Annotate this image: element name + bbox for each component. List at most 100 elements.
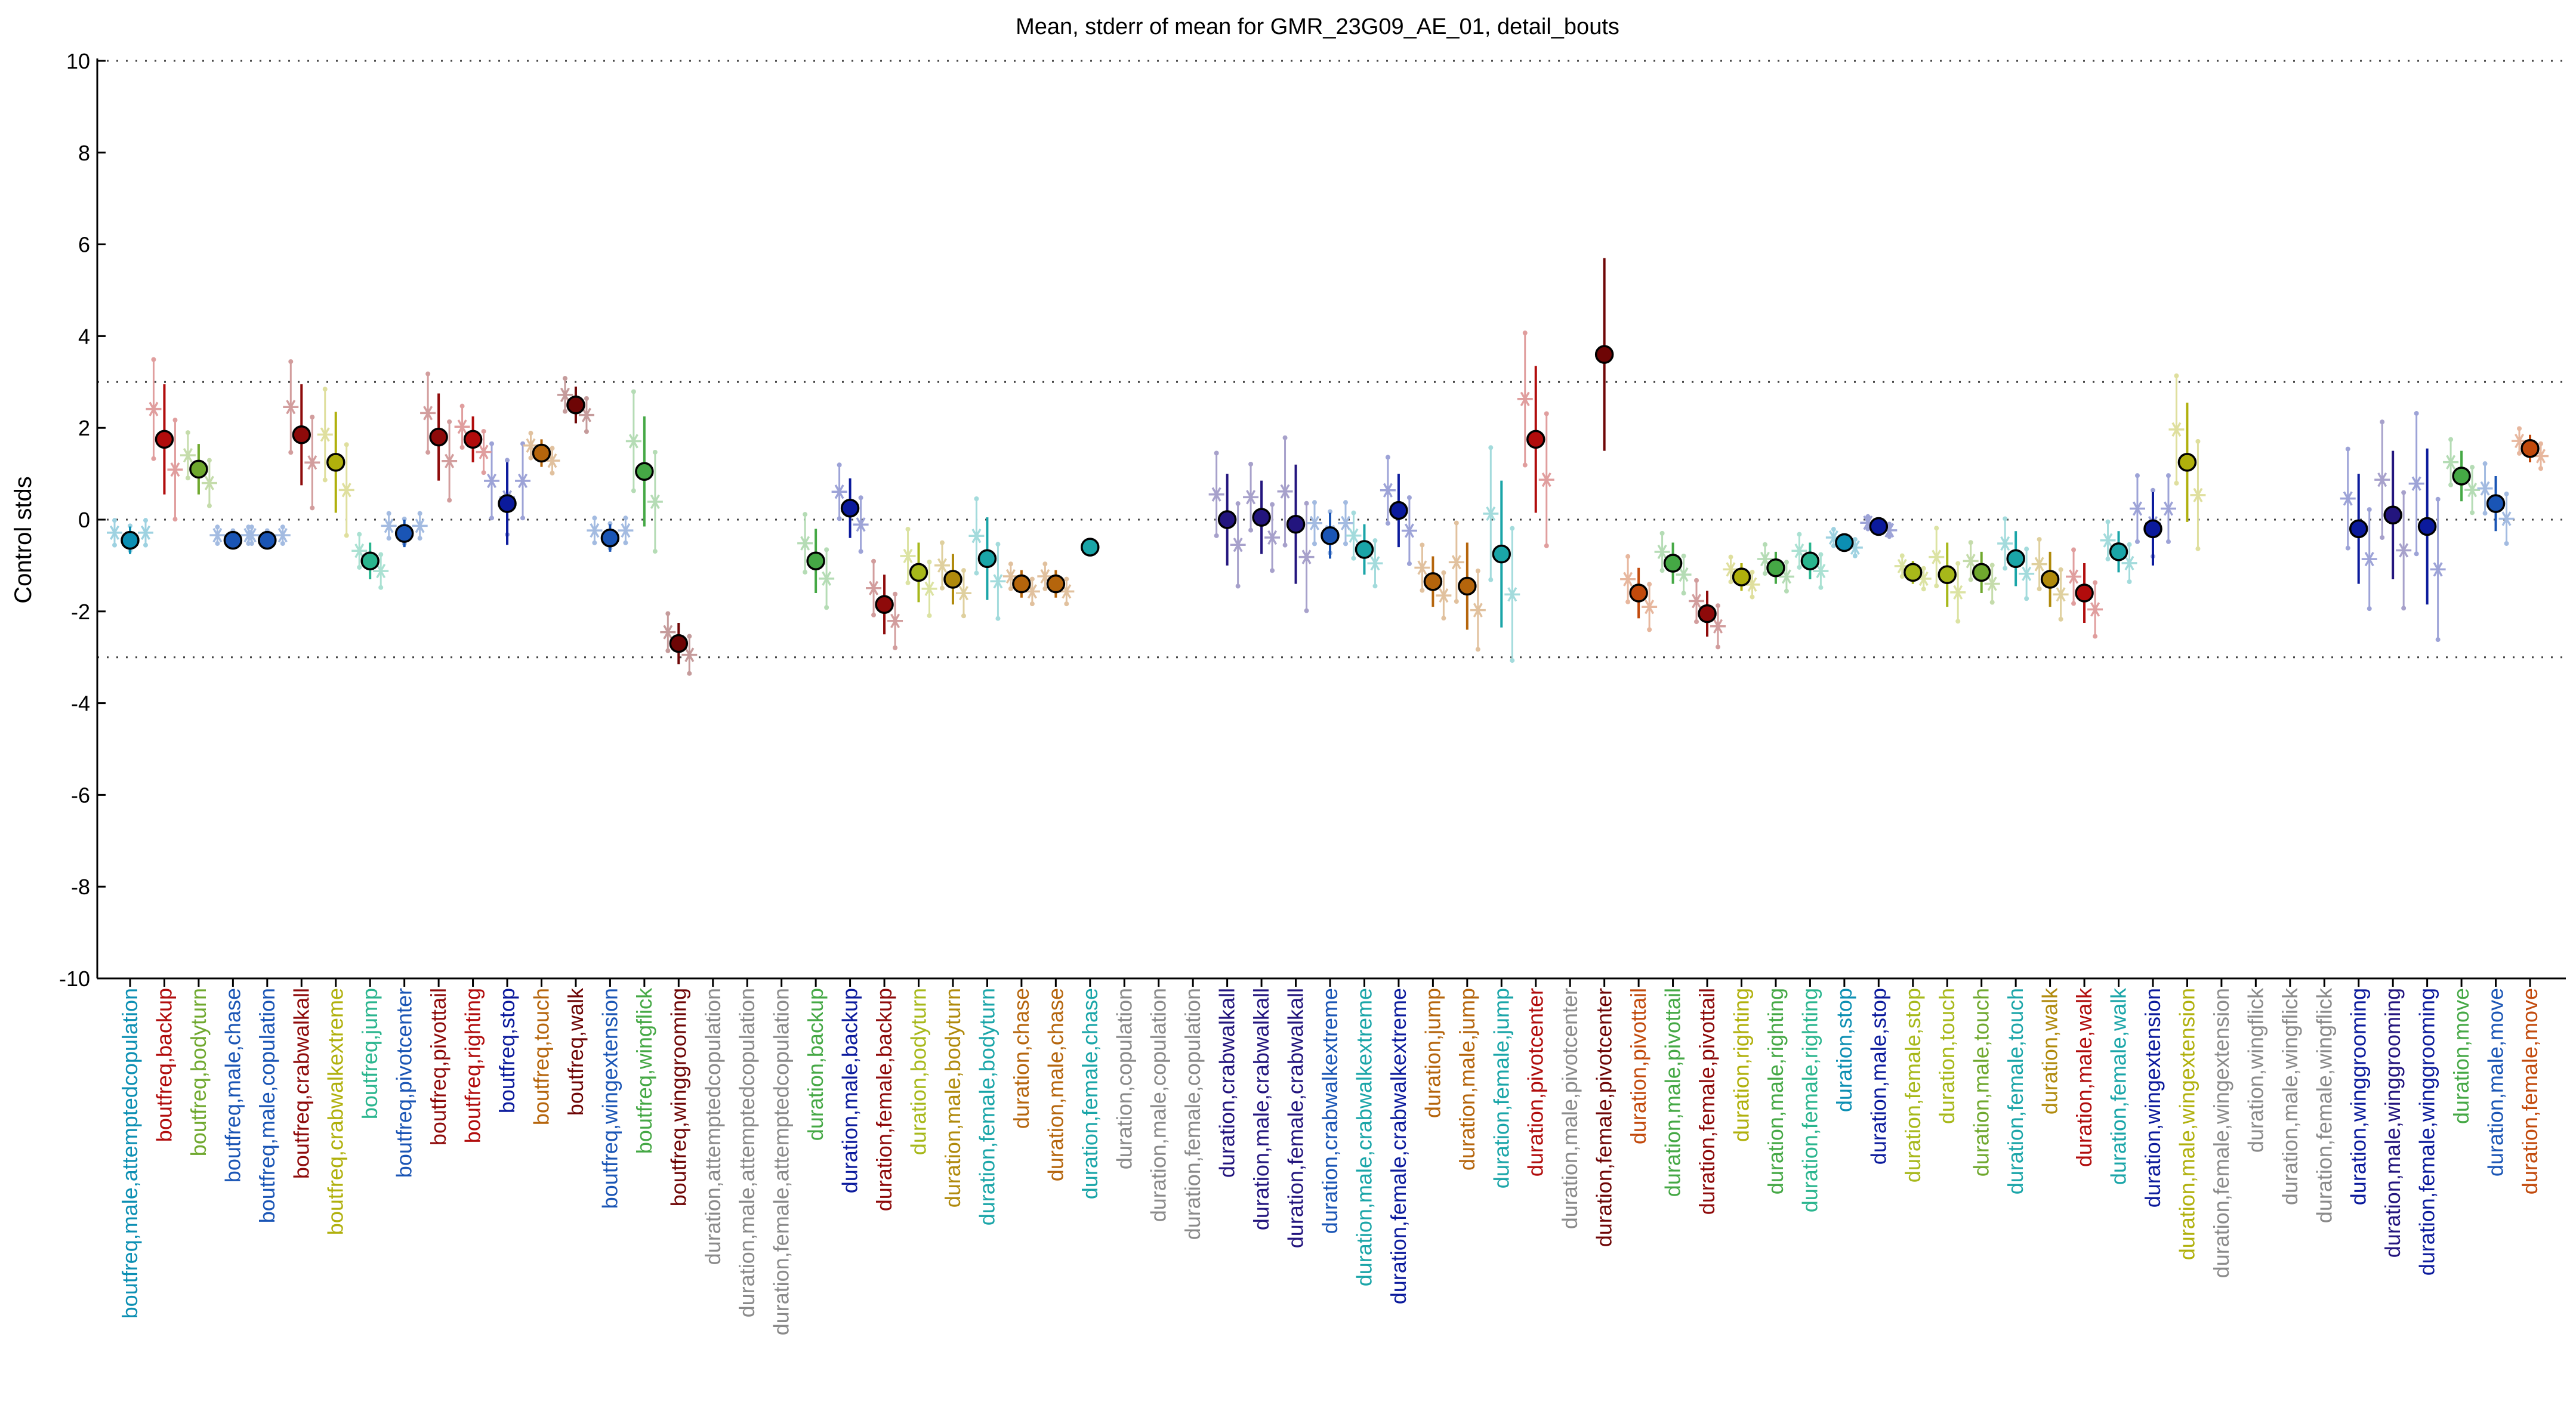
replicate-cap: [1522, 331, 1528, 336]
replicate-marker: [2031, 557, 2047, 572]
replicate-cap: [927, 559, 932, 564]
replicate-marker: [866, 580, 882, 595]
replicate-marker: [1277, 484, 1293, 499]
replicate-cap: [1797, 532, 1802, 537]
replicate-cap: [528, 455, 533, 461]
replicate-cap: [378, 552, 384, 557]
x-tick-label: boutfreq,pivottail: [426, 988, 451, 1145]
replicate-marker: [2430, 562, 2446, 577]
replicate-marker: [2374, 472, 2390, 487]
x-tick-label: duration,female,copulation: [1180, 988, 1205, 1240]
replicate-cap: [1694, 578, 1699, 583]
replicate-cap: [1385, 455, 1390, 460]
x-tick-label: duration,female,wingflick: [2312, 987, 2336, 1223]
x-tick-label: duration,male,pivottail: [1661, 988, 1685, 1197]
mean-point: [1904, 563, 1923, 582]
replicate-cap: [1647, 627, 1652, 632]
mean-point: [806, 551, 825, 570]
replicate-cap: [481, 470, 486, 475]
replicate-marker: [1950, 585, 1966, 600]
x-tick-label: duration,female,bodyturn: [974, 988, 999, 1225]
replicate-marker: [1414, 560, 1430, 575]
replicate-marker: [887, 613, 903, 628]
replicate-cap: [1029, 601, 1035, 607]
replicate-cap: [1270, 502, 1275, 507]
replicate-cap: [974, 496, 979, 502]
replicate-cap: [893, 591, 898, 597]
replicate-cap: [974, 570, 979, 576]
replicate-cap: [631, 488, 636, 493]
axes-frame: [96, 58, 2566, 980]
replicate-marker: [515, 473, 531, 489]
replicate-cap: [1441, 570, 1446, 576]
replicate-cap: [871, 612, 877, 617]
x-tick-label: duration,female,pivottail: [1695, 988, 1719, 1215]
replicate-cap: [1716, 603, 1721, 609]
replicate-cap: [344, 442, 349, 447]
replicate-cap: [1042, 586, 1048, 591]
mean-point: [2349, 519, 2368, 539]
mean-point: [2143, 519, 2162, 539]
x-tick-label: duration,female,winggrooming: [2415, 988, 2439, 1276]
replicate-marker: [1401, 523, 1417, 538]
replicate-marker: [618, 523, 634, 538]
x-tick-label: duration,pivottail: [1626, 988, 1651, 1144]
replicate-marker: [1307, 515, 1322, 530]
replicate-cap: [1784, 588, 1789, 594]
y-tick-label: -8: [71, 875, 90, 899]
replicate-cap: [1304, 608, 1309, 613]
replicate-cap: [1750, 570, 1755, 575]
mean-point: [2486, 494, 2506, 513]
replicate-cap: [995, 542, 1001, 547]
mean-point: [669, 634, 689, 653]
replicate-cap: [1818, 585, 1824, 590]
replicate-cap: [2435, 496, 2441, 502]
replicate-cap: [1420, 542, 1425, 548]
replicate-cap: [550, 470, 555, 475]
y-tick-label: 2: [78, 416, 90, 440]
replicate-cap: [357, 564, 362, 570]
x-tick-label: duration,male,wingflick: [2278, 987, 2302, 1205]
replicate-marker: [1620, 572, 1636, 586]
replicate-cap: [1899, 574, 1905, 579]
replicate-marker: [167, 462, 183, 477]
replicate-cap: [2037, 537, 2042, 542]
replicate-marker: [2160, 501, 2176, 516]
replicate-marker: [1243, 490, 1259, 505]
replicate-cap: [652, 449, 658, 455]
replicate-cap: [2174, 373, 2179, 378]
replicate-marker: [180, 448, 196, 463]
replicate-marker: [1346, 528, 1362, 543]
replicate-marker: [1448, 555, 1464, 570]
mean-point: [258, 530, 277, 550]
x-tick-label: boutfreq,bodyturn: [186, 988, 211, 1156]
y-tick-label: 8: [78, 141, 90, 165]
replicate-marker: [2396, 543, 2412, 558]
mean-point: [1217, 510, 1237, 529]
replicate-cap: [893, 645, 898, 650]
mean-point: [2075, 583, 2094, 603]
replicate-cap: [2071, 601, 2077, 606]
mean-point: [1938, 565, 1957, 585]
replicate-cap: [1343, 541, 1348, 546]
replicate-cap: [2165, 539, 2171, 544]
x-tick-label: boutfreq,righting: [461, 988, 485, 1143]
replicate-cap: [249, 524, 254, 530]
y-tick-label: -10: [59, 966, 90, 991]
replicate-cap: [2345, 545, 2350, 551]
replicate-cap: [1784, 560, 1789, 565]
x-tick-label: duration,female,touch: [2003, 988, 2028, 1194]
replicate-cap: [858, 549, 863, 554]
replicate-cap: [1475, 568, 1480, 573]
replicate-cap: [1351, 555, 1356, 561]
replicate-cap: [1716, 644, 1721, 650]
replicate-cap: [425, 371, 431, 376]
replicate-marker: [351, 543, 368, 558]
replicate-marker: [1208, 487, 1224, 502]
replicate-cap: [417, 536, 422, 541]
data-points: [107, 345, 2549, 662]
replicate-marker: [681, 647, 698, 662]
mean-point: [1458, 576, 1477, 596]
mean-point: [1355, 540, 1374, 559]
x-tick-label: duration,pivotcenter: [1523, 988, 1548, 1176]
